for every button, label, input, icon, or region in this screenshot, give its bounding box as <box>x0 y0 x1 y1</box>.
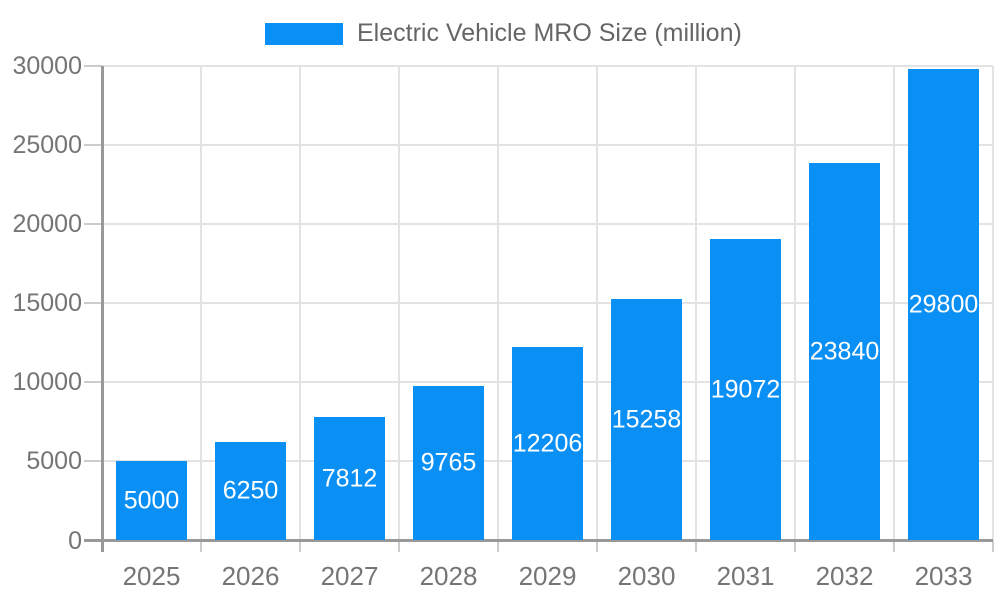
x-axis-label: 2031 <box>716 561 775 591</box>
legend-label: Electric Vehicle MRO Size (million) <box>357 19 742 47</box>
v-gridline <box>695 65 697 541</box>
v-gridline <box>299 65 301 541</box>
bar-2030[interactable]: 15258 <box>611 298 682 541</box>
bar-2033[interactable]: 29800 <box>908 68 979 541</box>
x-axis-label: 2030 <box>617 561 676 591</box>
bar-value-label: 12206 <box>512 429 583 458</box>
y-axis-label: 5000 <box>26 447 82 476</box>
bar-value-label: 23840 <box>809 337 880 366</box>
bar-2025[interactable]: 5000 <box>116 461 187 541</box>
y-axis-line <box>100 65 104 552</box>
h-gridline <box>102 64 993 67</box>
bar-2027[interactable]: 7812 <box>314 416 385 541</box>
y-axis-label: 30000 <box>12 51 82 80</box>
bar-2029[interactable]: 12206 <box>512 347 583 541</box>
bar-value-label: 6250 <box>222 476 279 505</box>
v-gridline <box>398 65 400 541</box>
y-axis-tick <box>84 460 102 463</box>
x-axis-tick <box>497 540 499 552</box>
x-axis-tick <box>299 540 301 552</box>
bar-value-label: 15258 <box>611 405 682 434</box>
bar-value-label: 7812 <box>321 464 378 493</box>
x-axis-label: 2029 <box>518 561 577 591</box>
h-gridline <box>102 143 993 146</box>
x-axis-tick <box>596 540 598 552</box>
x-axis-tick <box>398 540 400 552</box>
x-axis-tick <box>794 540 796 552</box>
bar-value-label: 19072 <box>710 375 781 403</box>
x-axis-tick <box>695 540 697 552</box>
y-axis-label: 10000 <box>12 368 82 397</box>
v-gridline <box>200 65 202 541</box>
v-gridline <box>893 65 895 541</box>
x-axis-label: 2026 <box>221 561 280 591</box>
x-axis-label: 2028 <box>419 561 478 591</box>
x-axis-tick <box>893 540 895 552</box>
y-axis-tick <box>84 64 102 67</box>
v-gridline <box>992 65 994 541</box>
bar-value-label: 5000 <box>123 486 180 515</box>
bar-2028[interactable]: 9765 <box>413 385 484 541</box>
y-axis-tick <box>84 143 102 146</box>
y-axis-tick <box>84 381 102 384</box>
bar-2031[interactable]: 19072 <box>710 238 781 541</box>
x-axis-label: 2027 <box>320 561 379 591</box>
x-axis-tick <box>200 540 202 552</box>
bar-value-label: 9765 <box>420 448 477 477</box>
x-axis-label: 2025 <box>122 561 181 591</box>
v-gridline <box>794 65 796 541</box>
v-gridline <box>497 65 499 541</box>
y-axis-tick <box>84 222 102 225</box>
legend-swatch <box>265 22 343 45</box>
x-axis-label: 2033 <box>914 561 973 591</box>
h-gridline <box>102 222 993 225</box>
h-gridline <box>102 302 993 304</box>
x-axis-tick <box>992 540 994 552</box>
y-axis-label: 15000 <box>12 289 82 317</box>
y-axis-tick <box>84 302 102 304</box>
v-gridline <box>596 65 598 541</box>
legend-item[interactable]: Electric Vehicle MRO Size (million) <box>265 21 742 46</box>
y-axis-label: 0 <box>68 526 82 555</box>
x-axis-line <box>84 539 993 542</box>
y-axis-label: 20000 <box>12 209 82 238</box>
bar-2032[interactable]: 23840 <box>809 163 880 541</box>
bar-2026[interactable]: 6250 <box>215 441 286 541</box>
y-axis-label: 25000 <box>12 130 82 159</box>
x-axis-label: 2032 <box>815 561 874 591</box>
bar-value-label: 29800 <box>908 290 979 319</box>
